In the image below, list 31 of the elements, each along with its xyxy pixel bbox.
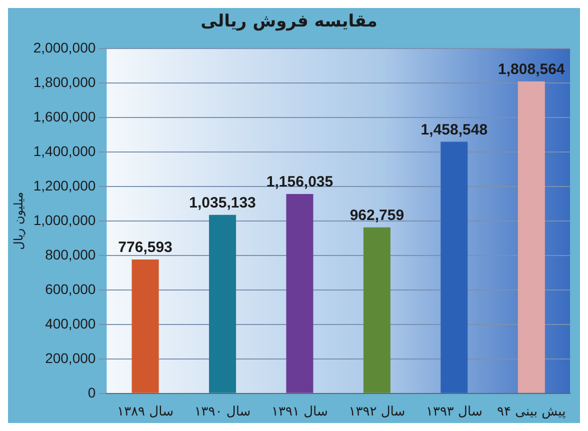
x-tick-label: سال ۱۳۹۲ [348, 404, 406, 420]
y-tick-label: 1,600,000 [33, 108, 96, 124]
y-tick-label: 1,800,000 [33, 74, 96, 90]
x-tick-label: سال ۱۳۹۱ [272, 404, 328, 420]
y-tick-label: 1,000,000 [33, 212, 96, 228]
y-tick-label: 1,400,000 [33, 142, 96, 159]
bar [440, 142, 468, 393]
data-label: 776,593 [118, 239, 172, 256]
data-label: 1,808,564 [498, 61, 566, 78]
y-tick-label: 400,000 [45, 315, 96, 332]
x-tick-label: پیش بینی ۹۴ [497, 404, 566, 420]
x-tick-label: سال ۱۳۹۳ [426, 404, 482, 420]
data-label: 1,458,548 [420, 121, 488, 138]
bar [286, 194, 314, 393]
bar [132, 259, 159, 393]
y-axis-title: میلیون ریال [11, 192, 26, 250]
data-label: 962,759 [350, 206, 404, 224]
x-tick-label: سال ۱۳۸۹ [117, 404, 174, 420]
y-tick-label: 1,200,000 [33, 177, 96, 194]
chart-title: مقایسه فروش ریالی [200, 12, 378, 32]
y-tick-label: 600,000 [45, 280, 96, 297]
data-label: 1,035,133 [189, 194, 256, 212]
bar [518, 81, 545, 393]
data-label: 1,156,035 [266, 174, 334, 191]
x-tick-label: سال ۱۳۹۰ [194, 404, 251, 420]
y-tick-label: 0 [88, 384, 96, 400]
bar [209, 214, 236, 393]
bar [363, 227, 390, 393]
y-tick-label: 2,000,000 [33, 39, 96, 56]
y-tick-label: 200,000 [45, 350, 96, 366]
y-tick-label: 800,000 [45, 246, 96, 262]
